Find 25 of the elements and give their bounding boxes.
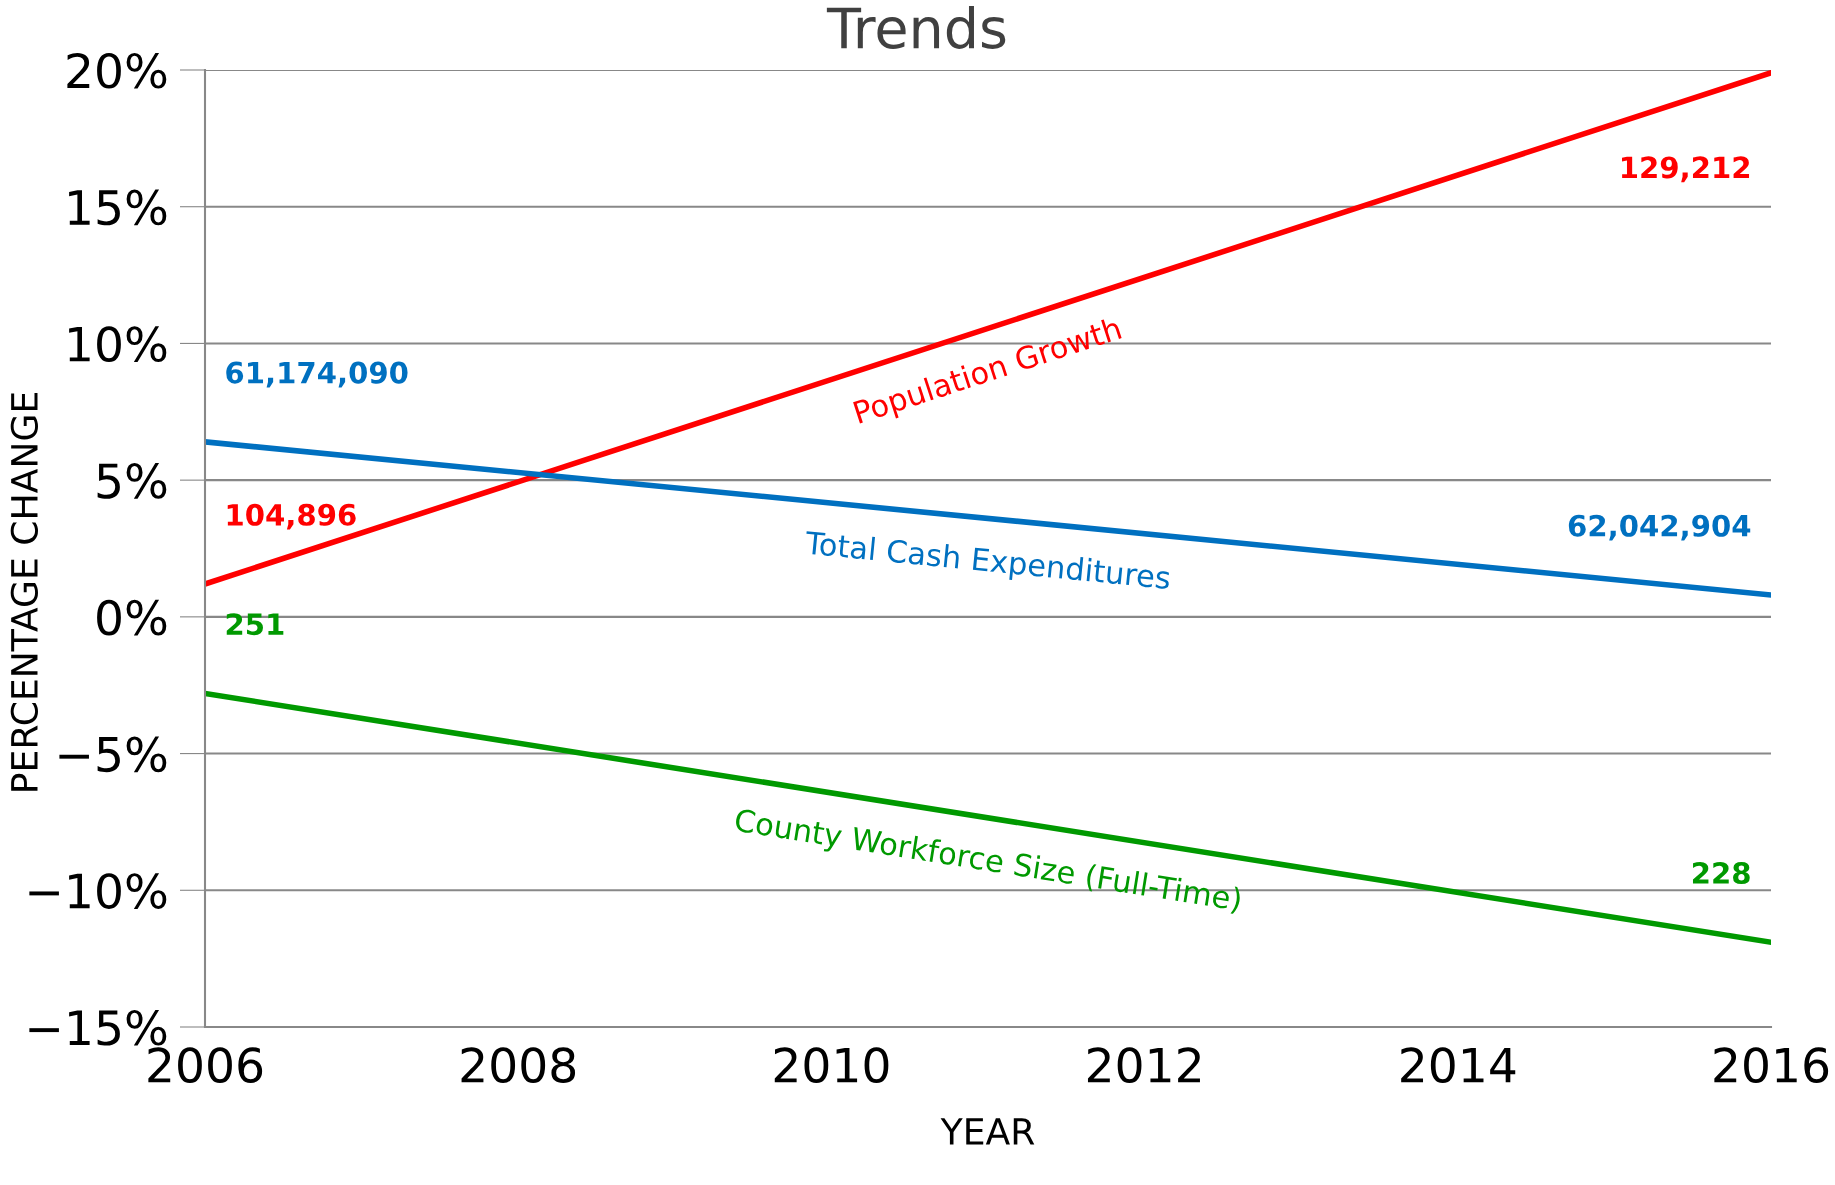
text: Total Cash Expenditures <box>803 530 1171 596</box>
y-tick-label: −5% <box>59 736 167 773</box>
x-axis-title: YEAR <box>940 1118 1035 1145</box>
annotation: 251 <box>226 613 284 636</box>
y-tick-label: 10% <box>69 326 167 363</box>
y-tick-label: −15% <box>29 1009 167 1046</box>
x-tick-label: 2016 <box>1714 1047 1829 1083</box>
annotation: 62,042,904 <box>1568 514 1751 541</box>
annotation: 104,896 <box>227 503 356 530</box>
x-tick-label: 2010 <box>774 1047 889 1083</box>
text: County Workforce Size (Full-Time) <box>733 807 1242 917</box>
annotation: 129,212 <box>1622 156 1750 183</box>
x-tick-label: 2008 <box>461 1047 576 1083</box>
y-tick-label: 5% <box>97 463 167 499</box>
annotation: 61,174,090 <box>226 361 408 388</box>
y-tick-label: −10% <box>29 873 167 909</box>
x-tick-label: 2006 <box>148 1047 263 1083</box>
y-tick-label: 0% <box>97 599 167 636</box>
x-tick-label: 2014 <box>1401 1047 1516 1083</box>
y-axis-title: PERCENTAGE CHANGE <box>10 393 38 791</box>
annotation: 228 <box>1692 861 1750 885</box>
chart-title: Trends <box>826 5 1006 49</box>
y-tick-label: 20% <box>67 52 167 89</box>
y-tick-label: 15% <box>69 189 167 226</box>
x-tick-label: 2012 <box>1087 1047 1200 1083</box>
